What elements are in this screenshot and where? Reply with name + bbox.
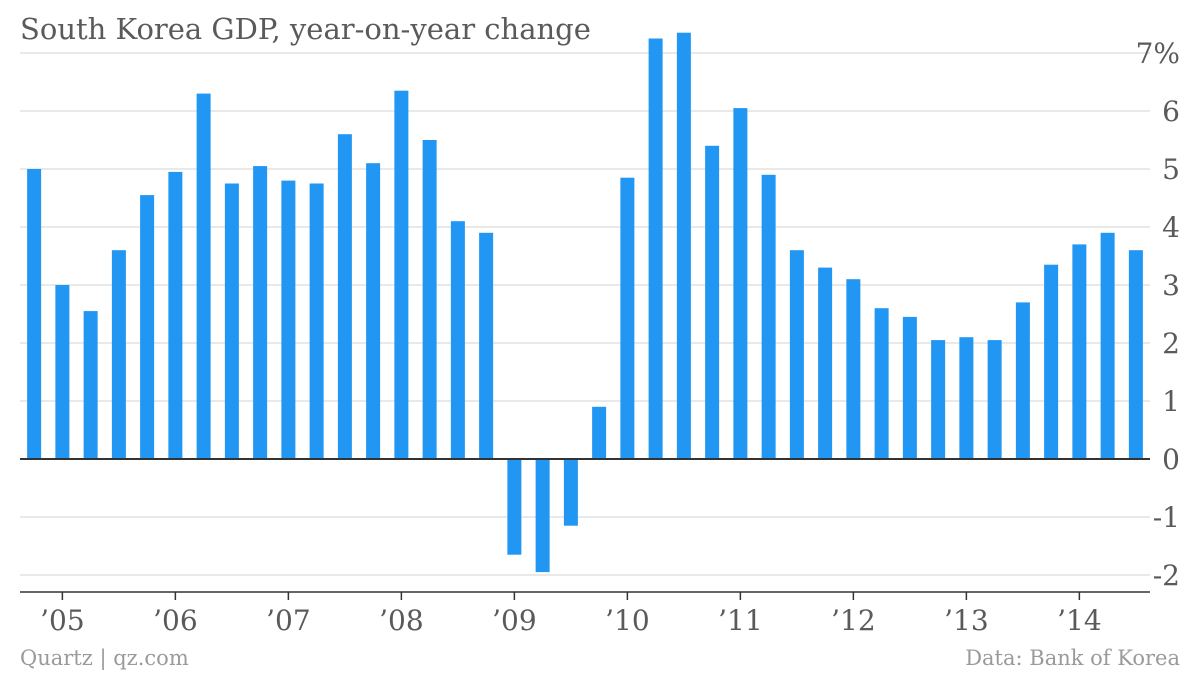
bar [1128, 250, 1143, 459]
chart-title: South Korea GDP, year-on-year change [20, 12, 591, 46]
bar [705, 145, 720, 460]
bar [1072, 244, 1087, 459]
bar [422, 140, 437, 459]
y-tick-label: 3 [1162, 269, 1180, 302]
bar [761, 174, 776, 460]
bar [309, 183, 324, 459]
x-tick-label: ’12 [831, 604, 876, 637]
x-tick-label: ’06 [153, 604, 198, 637]
bar [563, 459, 578, 526]
bar [874, 308, 889, 459]
y-tick-label: 0 [1162, 443, 1180, 476]
x-tick-label: ’10 [605, 604, 650, 637]
bar [592, 406, 607, 459]
x-tick-label: ’09 [492, 604, 537, 637]
bar [902, 316, 917, 459]
bar [959, 337, 974, 459]
bar [83, 311, 98, 459]
gridlines [20, 52, 1150, 576]
bar [818, 267, 833, 459]
axes [20, 458, 1150, 600]
x-tick-label: ’11 [718, 604, 763, 637]
y-tick-label: 4 [1162, 211, 1180, 244]
bar [620, 177, 635, 459]
bars [27, 32, 1143, 573]
bar [394, 90, 409, 459]
x-tick-label: ’05 [40, 604, 85, 637]
bar [535, 459, 550, 573]
bar [224, 183, 239, 459]
x-tick-label: ’14 [1057, 604, 1102, 637]
bar [111, 250, 126, 459]
y-tick-label: 2 [1162, 327, 1180, 360]
bar [196, 93, 211, 459]
bar [1015, 302, 1030, 459]
bar [987, 340, 1002, 459]
y-tick-label: -2 [1153, 559, 1180, 592]
bar [140, 195, 155, 459]
x-tick-label: ’08 [379, 604, 424, 637]
footer-source-left: Quartz | qz.com [20, 646, 189, 670]
bar [733, 108, 748, 459]
y-tick-label: 7% [1136, 37, 1180, 70]
bar [931, 340, 946, 459]
bar [450, 221, 465, 459]
x-tick-label: ’07 [266, 604, 311, 637]
footer-source-right: Data: Bank of Korea [965, 646, 1180, 670]
bar [168, 171, 183, 459]
y-tick-label: 5 [1162, 153, 1180, 186]
bar [507, 459, 522, 555]
bar [337, 134, 352, 459]
x-tick-labels: ’05 ’06 ’07 ’08 ’09 ’10 ’11 ’12 ’13 ’14 [40, 604, 1102, 637]
bar [281, 180, 296, 459]
bar [479, 232, 494, 459]
bar [648, 38, 663, 459]
bar [27, 169, 42, 459]
bar [253, 166, 268, 459]
y-tick-label: 1 [1162, 385, 1180, 418]
bar [366, 163, 381, 459]
y-tick-label: 6 [1162, 95, 1180, 128]
bar [676, 32, 691, 459]
bar [1044, 264, 1059, 459]
y-tick-label: -1 [1153, 501, 1180, 534]
bar [55, 285, 70, 459]
x-tick-label: ’13 [944, 604, 989, 637]
bar [1100, 232, 1115, 459]
bar [789, 250, 804, 459]
y-tick-labels: 7% 6 5 4 3 2 1 0 -1 -2 [1136, 37, 1180, 592]
bar [846, 279, 861, 459]
